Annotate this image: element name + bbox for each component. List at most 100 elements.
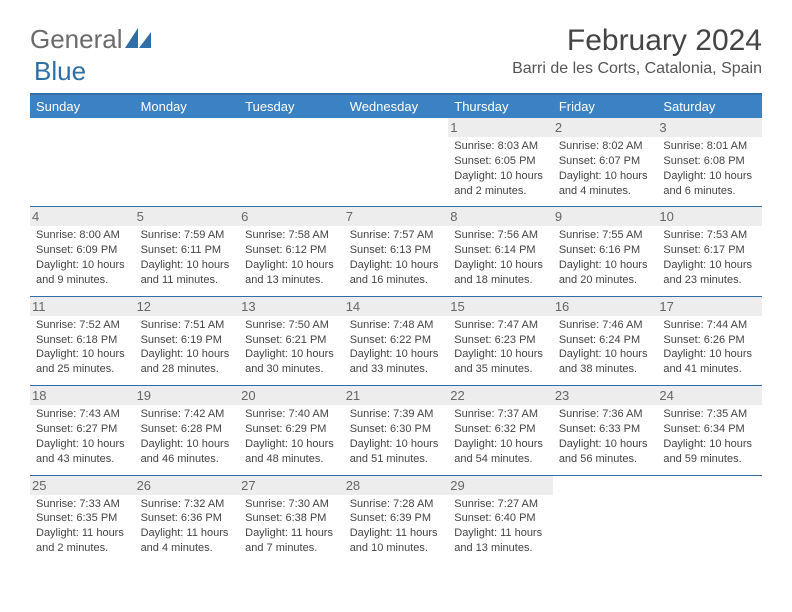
sun-info: Sunrise: 7:59 AMSunset: 6:11 PMDaylight:… xyxy=(141,228,234,287)
sun-info: Sunrise: 8:01 AMSunset: 6:08 PMDaylight:… xyxy=(663,139,756,198)
day-cell: 10 Sunrise: 7:53 AMSunset: 6:17 PMDayligh… xyxy=(657,207,762,296)
sun-info: Sunrise: 8:03 AMSunset: 6:05 PMDaylight:… xyxy=(454,139,547,198)
day-cell: 23 Sunrise: 7:36 AMSunset: 6:33 PMDayligh… xyxy=(553,386,658,475)
day-cell: 5 Sunrise: 7:59 AMSunset: 6:11 PMDaylight… xyxy=(135,207,240,296)
day-cell: 2 Sunrise: 8:02 AMSunset: 6:07 PMDaylight… xyxy=(553,118,658,207)
day-cell: 19 Sunrise: 7:42 AMSunset: 6:28 PMDayligh… xyxy=(135,386,240,475)
day-number: 29 xyxy=(448,476,553,495)
sun-info: Sunrise: 8:00 AMSunset: 6:09 PMDaylight:… xyxy=(36,228,129,287)
week-row: 25Sunrise: 7:33 AMSunset: 6:35 PMDayligh… xyxy=(30,475,762,564)
brand-part2: Blue xyxy=(34,56,86,87)
day-cell: 4 Sunrise: 8:00 AMSunset: 6:09 PMDaylight… xyxy=(30,207,135,296)
week-row: 11 Sunrise: 7:52 AMSunset: 6:18 PMDayligh… xyxy=(30,296,762,385)
day-number: 4 xyxy=(30,207,135,226)
day-number: 11 xyxy=(30,297,135,316)
sun-info: Sunrise: 7:40 AMSunset: 6:29 PMDaylight:… xyxy=(245,407,338,466)
day-cell: 14 Sunrise: 7:48 AMSunset: 6:22 PMDayligh… xyxy=(344,296,449,385)
day-cell: 1 Sunrise: 8:03 AMSunset: 6:05 PMDaylight… xyxy=(448,118,553,207)
day-number: 15 xyxy=(448,297,553,316)
sun-info: Sunrise: 7:52 AMSunset: 6:18 PMDaylight:… xyxy=(36,318,129,377)
sun-info: Sunrise: 7:36 AMSunset: 6:33 PMDaylight:… xyxy=(559,407,652,466)
day-number: 14 xyxy=(344,297,449,316)
sun-info: Sunrise: 7:58 AMSunset: 6:12 PMDaylight:… xyxy=(245,228,338,287)
sun-info: Sunrise: 7:37 AMSunset: 6:32 PMDaylight:… xyxy=(454,407,547,466)
sun-info: Sunrise: 7:42 AMSunset: 6:28 PMDaylight:… xyxy=(141,407,234,466)
day-cell: 27 Sunrise: 7:30 AMSunset: 6:38 PMDayligh… xyxy=(239,475,344,564)
dow-header: Sunday xyxy=(30,95,135,118)
day-cell xyxy=(135,118,240,207)
day-number: 9 xyxy=(553,207,658,226)
day-cell xyxy=(30,118,135,207)
day-number: 19 xyxy=(135,386,240,405)
day-number: 7 xyxy=(344,207,449,226)
location-subtitle: Barri de les Corts, Catalonia, Spain xyxy=(512,60,762,78)
calendar-body: 1 Sunrise: 8:03 AMSunset: 6:05 PMDaylight… xyxy=(30,118,762,564)
brand-part1: General xyxy=(30,24,123,55)
sun-info: Sunrise: 7:28 AMSunset: 6:39 PMDaylight:… xyxy=(350,497,443,556)
day-number: 8 xyxy=(448,207,553,226)
day-cell: 28 Sunrise: 7:28 AMSunset: 6:39 PMDayligh… xyxy=(344,475,449,564)
day-cell: 24Sunrise: 7:35 AMSunset: 6:34 PMDayligh… xyxy=(657,386,762,475)
dow-header: Friday xyxy=(553,95,658,118)
day-number: 2 xyxy=(553,118,658,137)
day-cell: 15 Sunrise: 7:47 AMSunset: 6:23 PMDayligh… xyxy=(448,296,553,385)
day-cell: 26 Sunrise: 7:32 AMSunset: 6:36 PMDayligh… xyxy=(135,475,240,564)
day-number: 5 xyxy=(135,207,240,226)
day-number: 20 xyxy=(239,386,344,405)
dow-header: Thursday xyxy=(448,95,553,118)
day-cell: 18 Sunrise: 7:43 AMSunset: 6:27 PMDayligh… xyxy=(30,386,135,475)
day-cell: 22 Sunrise: 7:37 AMSunset: 6:32 PMDayligh… xyxy=(448,386,553,475)
day-number: 1 xyxy=(448,118,553,137)
sun-info: Sunrise: 7:55 AMSunset: 6:16 PMDaylight:… xyxy=(559,228,652,287)
day-cell: 8 Sunrise: 7:56 AMSunset: 6:14 PMDaylight… xyxy=(448,207,553,296)
calendar-table: SundayMondayTuesdayWednesdayThursdayFrid… xyxy=(30,95,762,564)
sun-info: Sunrise: 7:48 AMSunset: 6:22 PMDaylight:… xyxy=(350,318,443,377)
day-number: 3 xyxy=(657,118,762,137)
day-cell: 11 Sunrise: 7:52 AMSunset: 6:18 PMDayligh… xyxy=(30,296,135,385)
day-cell: 20 Sunrise: 7:40 AMSunset: 6:29 PMDayligh… xyxy=(239,386,344,475)
day-cell xyxy=(344,118,449,207)
day-cell: 25Sunrise: 7:33 AMSunset: 6:35 PMDayligh… xyxy=(30,475,135,564)
sun-info: Sunrise: 7:32 AMSunset: 6:36 PMDaylight:… xyxy=(141,497,234,556)
brand-logo: General xyxy=(30,24,153,55)
day-cell: 29Sunrise: 7:27 AMSunset: 6:40 PMDayligh… xyxy=(448,475,553,564)
day-number: 24 xyxy=(657,386,762,405)
day-cell: 12Sunrise: 7:51 AMSunset: 6:19 PMDayligh… xyxy=(135,296,240,385)
sun-info: Sunrise: 7:43 AMSunset: 6:27 PMDaylight:… xyxy=(36,407,129,466)
sun-info: Sunrise: 7:46 AMSunset: 6:24 PMDaylight:… xyxy=(559,318,652,377)
day-cell: 9 Sunrise: 7:55 AMSunset: 6:16 PMDaylight… xyxy=(553,207,658,296)
day-number: 18 xyxy=(30,386,135,405)
sun-info: Sunrise: 7:56 AMSunset: 6:14 PMDaylight:… xyxy=(454,228,547,287)
dow-header: Saturday xyxy=(657,95,762,118)
week-row: 1 Sunrise: 8:03 AMSunset: 6:05 PMDaylight… xyxy=(30,118,762,207)
day-number: 17 xyxy=(657,297,762,316)
day-number: 23 xyxy=(553,386,658,405)
day-cell xyxy=(239,118,344,207)
day-number: 6 xyxy=(239,207,344,226)
day-number: 28 xyxy=(344,476,449,495)
sun-info: Sunrise: 7:50 AMSunset: 6:21 PMDaylight:… xyxy=(245,318,338,377)
day-cell: 6 Sunrise: 7:58 AMSunset: 6:12 PMDaylight… xyxy=(239,207,344,296)
week-row: 18 Sunrise: 7:43 AMSunset: 6:27 PMDayligh… xyxy=(30,386,762,475)
day-cell: 7 Sunrise: 7:57 AMSunset: 6:13 PMDaylight… xyxy=(344,207,449,296)
sail-icon xyxy=(125,24,151,55)
day-number: 27 xyxy=(239,476,344,495)
day-number: 26 xyxy=(135,476,240,495)
sun-info: Sunrise: 7:57 AMSunset: 6:13 PMDaylight:… xyxy=(350,228,443,287)
day-cell: 16 Sunrise: 7:46 AMSunset: 6:24 PMDayligh… xyxy=(553,296,658,385)
day-number: 16 xyxy=(553,297,658,316)
dow-header: Wednesday xyxy=(344,95,449,118)
sun-info: Sunrise: 7:47 AMSunset: 6:23 PMDaylight:… xyxy=(454,318,547,377)
sun-info: Sunrise: 7:39 AMSunset: 6:30 PMDaylight:… xyxy=(350,407,443,466)
title-block: February 2024 Barri de les Corts, Catalo… xyxy=(512,24,762,78)
day-number: 10 xyxy=(657,207,762,226)
day-cell: 13Sunrise: 7:50 AMSunset: 6:21 PMDayligh… xyxy=(239,296,344,385)
sun-info: Sunrise: 7:53 AMSunset: 6:17 PMDaylight:… xyxy=(663,228,756,287)
day-number: 22 xyxy=(448,386,553,405)
sun-info: Sunrise: 7:44 AMSunset: 6:26 PMDaylight:… xyxy=(663,318,756,377)
sun-info: Sunrise: 8:02 AMSunset: 6:07 PMDaylight:… xyxy=(559,139,652,198)
day-cell xyxy=(553,475,658,564)
day-number: 21 xyxy=(344,386,449,405)
sun-info: Sunrise: 7:30 AMSunset: 6:38 PMDaylight:… xyxy=(245,497,338,556)
sun-info: Sunrise: 7:51 AMSunset: 6:19 PMDaylight:… xyxy=(141,318,234,377)
